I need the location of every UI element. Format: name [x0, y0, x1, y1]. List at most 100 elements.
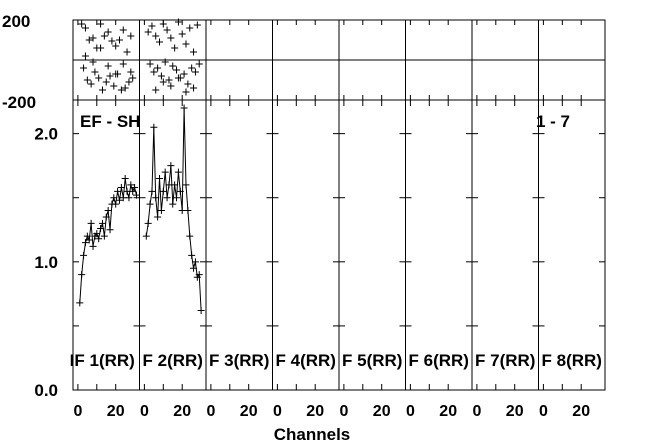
x-tick-label: 20: [306, 403, 324, 420]
amplitude-point: [150, 123, 158, 131]
phase-point: [193, 21, 201, 29]
x-tick-label: 20: [107, 403, 125, 420]
amplitude-point: [83, 232, 91, 240]
x-tick-label: 0: [406, 403, 415, 420]
phase-point: [190, 48, 198, 56]
amplitude-point: [163, 194, 171, 202]
amplitude-point: [159, 187, 167, 195]
amplitude-point: [195, 271, 203, 279]
x-tick-label: 20: [506, 403, 524, 420]
phase-point: [125, 78, 133, 86]
amplitude-point: [176, 187, 184, 195]
amplitude-point: [102, 213, 110, 221]
amplitude-point: [142, 232, 150, 240]
phase-point: [169, 62, 177, 70]
x-tick-label: 20: [439, 403, 457, 420]
amplitude-point: [121, 175, 129, 182]
x-tick-label: 0: [539, 403, 548, 420]
phase-point: [152, 32, 160, 40]
amplitude-point: [197, 307, 205, 315]
x-tick-label: 20: [240, 403, 258, 420]
amp-ytick-label: 1.0: [34, 253, 58, 272]
if-label: F 5(RR): [342, 351, 402, 370]
phase-point: [127, 32, 135, 40]
amplitude-point: [117, 183, 125, 191]
phase-point: [104, 28, 112, 36]
phase-point: [191, 68, 199, 76]
amplitude-point: [106, 226, 114, 234]
amplitude-point: [127, 181, 135, 189]
if-label: F 4(RR): [276, 351, 336, 370]
phase-point: [117, 86, 125, 94]
phase-point: [104, 62, 112, 70]
phase-point: [123, 48, 131, 56]
x-tick-label: 20: [572, 403, 590, 420]
phase-point: [100, 32, 108, 40]
amplitude-point: [80, 251, 88, 259]
phase-point: [195, 60, 203, 68]
amplitude-point: [191, 258, 199, 266]
phase-point: [146, 60, 154, 68]
amplitude-point: [144, 219, 152, 227]
phase-point: [173, 66, 181, 74]
baseline-title: EF - SH: [80, 112, 140, 131]
phase-point: [95, 74, 103, 82]
x-tick-label: 20: [373, 403, 391, 420]
phase-point: [127, 68, 135, 76]
phase-point: [182, 88, 190, 96]
phase-point: [174, 18, 182, 26]
x-tick-label: 0: [273, 403, 282, 420]
phase-point: [91, 68, 99, 76]
amp-ytick-label: 2.0: [34, 125, 58, 144]
amplitude-point: [167, 162, 175, 170]
phase-point: [167, 82, 175, 90]
phase-point: [97, 20, 105, 28]
amplitude-point: [112, 200, 120, 208]
phase-point: [110, 82, 118, 90]
phase-point: [150, 68, 158, 76]
amplitude-point: [78, 271, 86, 279]
phase-point: [190, 84, 198, 92]
amplitude-point: [95, 235, 103, 243]
phase-point: [129, 74, 137, 82]
amplitude-point: [98, 219, 106, 227]
phase-point: [159, 20, 167, 28]
if-label: F 6(RR): [409, 351, 469, 370]
amplitude-point: [81, 239, 89, 247]
phase-point: [112, 42, 120, 50]
x-tick-label: 0: [73, 403, 82, 420]
amplitude-point: [157, 207, 165, 215]
x-tick-label: 0: [339, 403, 348, 420]
phase-point: [78, 20, 86, 28]
if-label: F 3(RR): [209, 351, 269, 370]
phase-point: [106, 72, 114, 80]
phase-point: [87, 80, 95, 88]
phase-point: [89, 34, 97, 42]
amplitude-point: [184, 207, 192, 215]
phase-point: [85, 36, 93, 44]
amplitude-point: [148, 187, 156, 195]
phase-point: [83, 76, 91, 84]
phase-point: [152, 86, 160, 94]
phase-point: [157, 72, 165, 80]
phase-point: [184, 80, 192, 88]
x-tick-label: 20: [173, 403, 191, 420]
amplitude-line: [145, 107, 202, 311]
phase-point: [97, 44, 105, 52]
amplitude-point: [100, 232, 108, 240]
phase-point: [156, 38, 164, 46]
phase-point: [89, 58, 97, 66]
amplitude-point: [188, 251, 196, 259]
amplitude-point: [180, 104, 188, 112]
if-label: F 7(RR): [475, 351, 535, 370]
phase-point: [182, 40, 190, 48]
amplitude-point: [87, 219, 95, 227]
amplitude-point: [152, 194, 160, 202]
amplitude-point: [133, 191, 140, 199]
phase-ytick-label: -200: [2, 93, 36, 112]
amplitude-point: [146, 200, 154, 208]
phase-point: [180, 70, 188, 78]
phase-point: [167, 34, 175, 42]
amp-ytick-label: 0.0: [34, 381, 58, 400]
phase-point: [188, 64, 196, 72]
